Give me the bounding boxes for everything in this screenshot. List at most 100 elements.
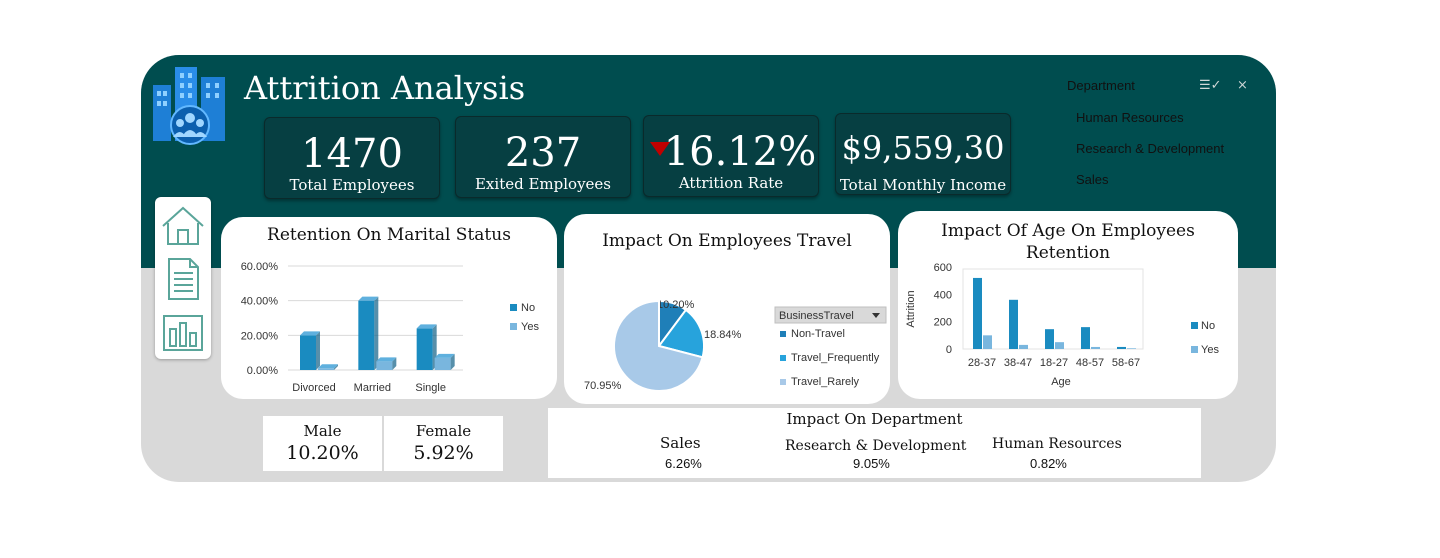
legend-yes: Yes — [521, 321, 539, 333]
y-tick-label: 60.00% — [241, 261, 279, 273]
y-tick-label: 400 — [934, 289, 952, 301]
bar-yes — [1091, 346, 1100, 349]
clear-filter-icon[interactable]: ⨯ — [1237, 77, 1248, 92]
y-axis-title: Attrition — [905, 290, 917, 327]
legend-swatch — [510, 304, 517, 311]
slicer-item-human-resources[interactable]: Human Resources — [1076, 110, 1184, 125]
x-tick-label: 58-67 — [1112, 357, 1140, 369]
marital-status-chart-card: Retention On Marital Status 0.00% 20.00% 4… — [221, 217, 557, 399]
bar-no — [1117, 346, 1126, 349]
x-tick-label: 28-37 — [968, 357, 996, 369]
age-chart-card: Impact Of Age On Employees Retention 0 20… — [898, 211, 1238, 399]
bar-no — [1081, 327, 1090, 349]
bar-yes — [1019, 344, 1028, 349]
bar-yes — [983, 335, 992, 349]
filter-field-button — [774, 306, 887, 324]
kpi-monthly-income: $9,559,30 Total Monthly Income — [835, 113, 1011, 195]
dept-sales-value: 6.26% — [665, 456, 702, 471]
bar-yes — [434, 357, 451, 370]
x-axis-title: Age — [1051, 376, 1071, 388]
pie-data-label: 18.84% — [704, 329, 742, 341]
gender-female-box: Female 5.92% — [384, 416, 503, 471]
nav-panel — [155, 197, 211, 359]
female-value: 5.92% — [413, 442, 474, 464]
marital-chart-title: Retention On Marital Status — [267, 225, 511, 245]
slicer-item-sales[interactable]: Sales — [1076, 172, 1109, 187]
x-tick-label: 48-57 — [1076, 357, 1104, 369]
legend-non-travel: Non-Travel — [791, 328, 845, 340]
kpi-total-employees-value: 1470 — [301, 131, 403, 177]
department-title: Impact On Department — [786, 410, 963, 428]
x-tick-label: Married — [354, 382, 391, 394]
kpi-exited-employees-value: 237 — [504, 130, 582, 176]
pie-slice-travel_frequently — [657, 308, 705, 359]
legend-travel_rarely: Travel_Rarely — [791, 376, 860, 388]
legend-yes: Yes — [1201, 344, 1219, 356]
bar-no — [1009, 299, 1018, 349]
bar-yes — [1055, 342, 1064, 349]
bar-top — [376, 357, 397, 362]
bar-top — [434, 353, 455, 358]
slicer-item-research-development[interactable]: Research & Development — [1076, 141, 1225, 156]
dashboard-panel: Attrition Analysis 1470 Total Employees … — [141, 55, 1276, 482]
bar-side — [334, 364, 338, 370]
legend-no: No — [1201, 320, 1215, 332]
legend-travel_frequently: Travel_Frequently — [791, 352, 880, 364]
x-tick-label: 18-27 — [1040, 357, 1068, 369]
bar-yes — [376, 361, 393, 370]
company-logo-icon — [153, 67, 225, 145]
bar-no — [973, 277, 982, 349]
y-tick-label: 40.00% — [241, 296, 279, 308]
bar-yes — [318, 368, 334, 370]
legend-swatch — [780, 379, 786, 385]
slicer-header: Department — [1067, 78, 1135, 93]
report-icon[interactable] — [160, 257, 206, 301]
down-arrow-icon — [650, 142, 670, 156]
kpi-attrition-rate: 16.12% Attrition Rate — [643, 115, 819, 197]
bar-top — [318, 364, 338, 369]
bar-side — [374, 296, 379, 370]
bar-no — [1045, 329, 1054, 349]
bar-top — [300, 331, 320, 336]
pie-data-label: 70.95% — [584, 380, 622, 392]
multi-select-icon[interactable]: ☰✓ — [1199, 77, 1222, 92]
y-tick-label: 200 — [934, 317, 952, 329]
kpi-total-employees: 1470 Total Employees — [264, 117, 440, 199]
dept-hr-value: 0.82% — [1030, 456, 1067, 471]
bar-top — [358, 296, 379, 301]
kpi-attrition-rate-label: Attrition Rate — [678, 174, 784, 192]
male-value: 10.20% — [286, 442, 359, 464]
legend-swatch — [1191, 322, 1198, 329]
travel-pie-chart: 10.20% 18.84% 70.95% BusinessTravel Non-Trav… — [584, 299, 887, 392]
bar-side — [450, 353, 455, 370]
travel-chart-card: Impact On Employees Travel 10.20% 18.84% 7… — [564, 214, 890, 404]
department-impact-panel: Impact On Department Sales 6.26% Researc… — [548, 408, 1201, 478]
x-tick-label: Single — [415, 382, 446, 394]
male-label: Male — [303, 422, 342, 440]
dept-rd-name: Research & Development — [785, 438, 967, 454]
bar-side — [316, 331, 320, 370]
x-tick-label: 38-47 — [1004, 357, 1032, 369]
female-label: Female — [415, 422, 472, 440]
bar-top — [416, 324, 437, 329]
bar-no — [416, 328, 433, 370]
kpi-exited-employees: 237 Exited Employees — [455, 116, 631, 198]
legend-swatch — [780, 355, 786, 361]
dept-rd-value: 9.05% — [853, 456, 890, 471]
y-tick-label: 600 — [934, 262, 952, 274]
pie-data-label: 10.20% — [657, 299, 695, 311]
filter-dropdown-icon — [872, 313, 880, 318]
bar-yes — [1127, 348, 1136, 349]
y-tick-label: 0.00% — [247, 365, 278, 377]
legend-no: No — [521, 302, 535, 314]
x-tick-label: Divorced — [292, 382, 335, 394]
home-icon[interactable] — [160, 205, 206, 247]
dept-hr-name: Human Resources — [992, 436, 1122, 452]
kpi-total-employees-label: Total Employees — [289, 176, 415, 194]
legend-swatch — [510, 323, 517, 330]
age-chart-title: Impact Of Age On Employees Retention — [941, 221, 1195, 263]
department-slicer[interactable]: Department ☰✓ ⨯ Human Resources Research… — [1061, 73, 1261, 193]
dashboard-icon[interactable] — [160, 313, 206, 353]
age-retention-chart: 0 200 400 600 28-37 38-47 18-27 48-57 58-67 Age At… — [905, 262, 1219, 388]
gender-male-box: Male 10.20% — [263, 416, 382, 471]
